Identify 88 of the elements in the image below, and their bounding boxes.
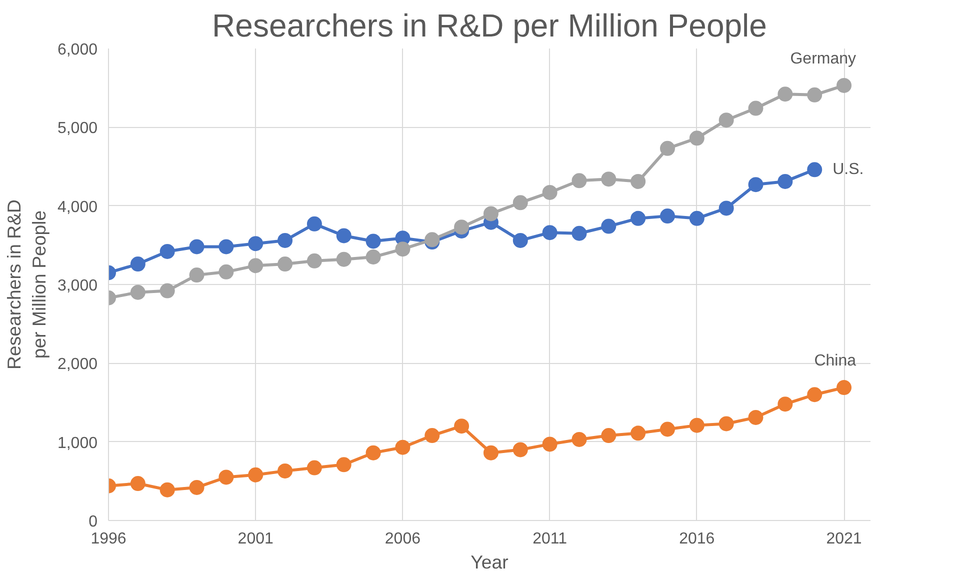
point bbox=[248, 236, 264, 252]
point bbox=[807, 387, 822, 402]
point bbox=[160, 244, 175, 259]
point bbox=[218, 470, 234, 485]
x-tick-label: 2016 bbox=[679, 530, 715, 548]
point bbox=[689, 418, 704, 433]
y-tick-label: 0 bbox=[88, 514, 98, 530]
x-tick-label: 2006 bbox=[384, 530, 421, 548]
point bbox=[748, 177, 764, 192]
point bbox=[689, 130, 704, 146]
point bbox=[778, 86, 793, 102]
point bbox=[189, 239, 204, 254]
point bbox=[160, 283, 175, 298]
point bbox=[483, 206, 498, 222]
point bbox=[660, 208, 675, 224]
point bbox=[836, 380, 852, 396]
point bbox=[572, 432, 587, 447]
point bbox=[483, 445, 498, 460]
y-tick-label: 1,000 bbox=[57, 434, 98, 452]
x-tick-label: 2011 bbox=[532, 530, 568, 548]
point bbox=[130, 476, 146, 492]
series-label: China bbox=[814, 352, 856, 370]
point bbox=[718, 200, 734, 216]
point bbox=[630, 426, 646, 441]
x-tick-label: 1996 bbox=[90, 530, 126, 548]
point bbox=[218, 239, 234, 254]
point bbox=[336, 228, 352, 244]
point bbox=[189, 268, 204, 283]
point bbox=[778, 174, 793, 189]
point bbox=[630, 174, 646, 189]
point bbox=[630, 210, 646, 226]
point bbox=[278, 232, 293, 248]
point bbox=[807, 162, 822, 178]
point bbox=[512, 195, 528, 210]
y-tick-label: 5,000 bbox=[57, 120, 98, 138]
chart-title: Researchers in R&D per Million People bbox=[212, 8, 767, 44]
point bbox=[366, 249, 381, 264]
y-tick-label: 2,000 bbox=[57, 356, 98, 374]
point bbox=[601, 218, 616, 234]
x-tick-label: 2021 bbox=[826, 530, 862, 548]
point bbox=[336, 252, 352, 267]
point bbox=[660, 422, 675, 437]
point bbox=[218, 264, 234, 280]
point bbox=[542, 225, 558, 240]
point bbox=[689, 210, 704, 226]
y-axis-title: Researchers in R&D per Million People bbox=[3, 199, 50, 370]
point bbox=[572, 226, 587, 241]
point bbox=[306, 216, 322, 232]
point bbox=[601, 428, 616, 444]
series-label: Germany bbox=[790, 50, 856, 68]
point bbox=[542, 436, 558, 452]
x-axis-title: Year bbox=[470, 552, 508, 572]
point bbox=[718, 112, 734, 128]
point bbox=[278, 256, 293, 272]
point bbox=[395, 242, 410, 257]
point bbox=[336, 457, 352, 472]
series-label: U.S. bbox=[832, 161, 864, 178]
x-tick-label: 2001 bbox=[238, 530, 274, 548]
point bbox=[454, 220, 470, 235]
point bbox=[572, 173, 587, 188]
point bbox=[366, 234, 381, 249]
point bbox=[130, 256, 146, 272]
point bbox=[160, 482, 175, 498]
point bbox=[306, 253, 322, 268]
point bbox=[395, 440, 410, 455]
point bbox=[660, 140, 675, 156]
point bbox=[601, 172, 616, 187]
point bbox=[778, 396, 793, 412]
y-tick-label: 3,000 bbox=[57, 278, 98, 294]
point bbox=[542, 184, 558, 200]
point bbox=[454, 418, 470, 434]
point bbox=[248, 467, 264, 482]
point bbox=[306, 460, 322, 476]
point bbox=[424, 428, 440, 444]
point bbox=[748, 410, 764, 425]
point bbox=[718, 416, 734, 432]
point bbox=[189, 480, 204, 495]
y-tick-label: 6,000 bbox=[57, 42, 98, 58]
point bbox=[836, 78, 852, 93]
point bbox=[248, 258, 264, 274]
point bbox=[366, 445, 381, 460]
point bbox=[130, 284, 146, 300]
point bbox=[748, 100, 764, 116]
point bbox=[807, 87, 822, 102]
y-tick-label: 4,000 bbox=[57, 198, 98, 216]
point bbox=[512, 442, 528, 458]
point bbox=[278, 463, 293, 478]
point bbox=[512, 232, 528, 248]
